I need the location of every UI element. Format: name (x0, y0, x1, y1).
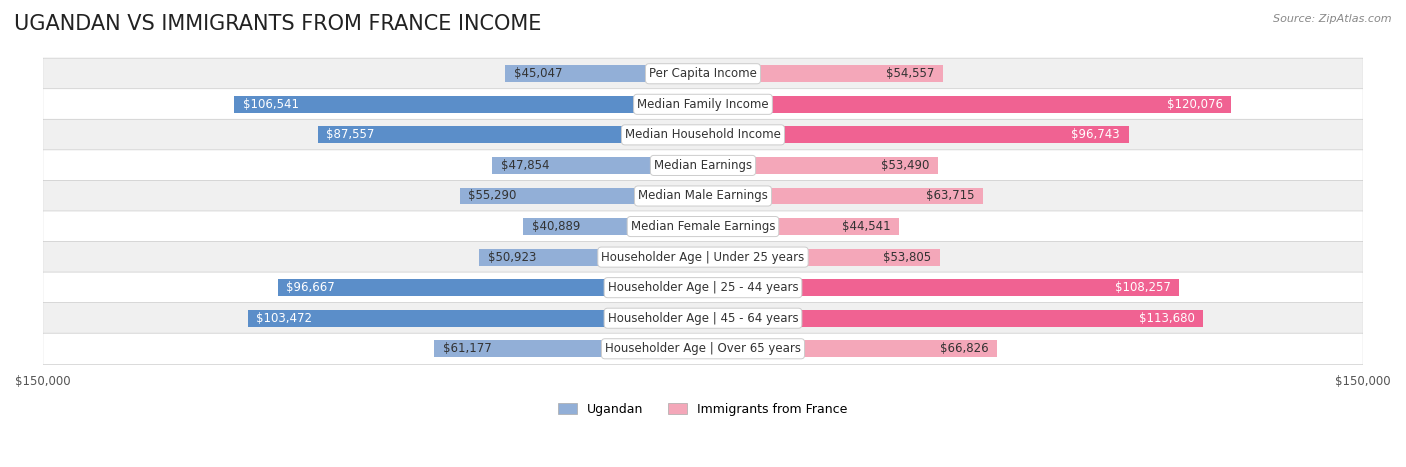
Bar (460, 188, 703, 205)
FancyBboxPatch shape (42, 150, 1364, 181)
FancyBboxPatch shape (42, 272, 1364, 303)
Legend: Ugandan, Immigrants from France: Ugandan, Immigrants from France (554, 398, 852, 421)
Text: $40,889: $40,889 (531, 220, 581, 233)
Bar (703, 279, 1180, 296)
FancyBboxPatch shape (42, 89, 1364, 120)
Bar (233, 96, 703, 113)
Text: UGANDAN VS IMMIGRANTS FROM FRANCE INCOME: UGANDAN VS IMMIGRANTS FROM FRANCE INCOME (14, 14, 541, 34)
Text: $87,557: $87,557 (326, 128, 375, 142)
Bar (703, 127, 1129, 143)
Text: $66,826: $66,826 (939, 342, 988, 355)
Text: $96,667: $96,667 (287, 281, 335, 294)
Text: Householder Age | 25 - 44 years: Householder Age | 25 - 44 years (607, 281, 799, 294)
FancyBboxPatch shape (42, 211, 1364, 242)
Text: Median Family Income: Median Family Income (637, 98, 769, 111)
FancyBboxPatch shape (42, 241, 1364, 273)
Bar (703, 218, 898, 235)
Bar (277, 279, 703, 296)
Text: $55,290: $55,290 (468, 190, 517, 203)
Text: Median Female Earnings: Median Female Earnings (631, 220, 775, 233)
Text: $108,257: $108,257 (1115, 281, 1171, 294)
Text: Median Earnings: Median Earnings (654, 159, 752, 172)
Bar (318, 127, 703, 143)
FancyBboxPatch shape (42, 119, 1364, 150)
Bar (703, 340, 997, 357)
Bar (523, 218, 703, 235)
Bar (703, 65, 943, 82)
Text: $63,715: $63,715 (927, 190, 974, 203)
Bar (703, 188, 983, 205)
Text: $61,177: $61,177 (443, 342, 491, 355)
Text: $113,680: $113,680 (1139, 312, 1195, 325)
Bar (492, 157, 703, 174)
FancyBboxPatch shape (42, 303, 1364, 334)
FancyBboxPatch shape (42, 58, 1364, 89)
Text: $53,490: $53,490 (882, 159, 929, 172)
Text: $47,854: $47,854 (501, 159, 550, 172)
Text: $53,805: $53,805 (883, 251, 931, 263)
Text: $120,076: $120,076 (1167, 98, 1223, 111)
Text: Per Capita Income: Per Capita Income (650, 67, 756, 80)
Bar (703, 310, 1204, 326)
Text: $106,541: $106,541 (243, 98, 299, 111)
Text: Householder Age | Under 25 years: Householder Age | Under 25 years (602, 251, 804, 263)
Bar (479, 249, 703, 266)
Bar (703, 96, 1232, 113)
Text: $103,472: $103,472 (256, 312, 312, 325)
Bar (433, 340, 703, 357)
Text: Median Male Earnings: Median Male Earnings (638, 190, 768, 203)
Text: $54,557: $54,557 (886, 67, 935, 80)
Bar (703, 157, 938, 174)
Text: $44,541: $44,541 (842, 220, 890, 233)
Text: Householder Age | 45 - 64 years: Householder Age | 45 - 64 years (607, 312, 799, 325)
FancyBboxPatch shape (42, 333, 1364, 364)
Text: $45,047: $45,047 (513, 67, 562, 80)
Text: $50,923: $50,923 (488, 251, 536, 263)
Text: Householder Age | Over 65 years: Householder Age | Over 65 years (605, 342, 801, 355)
Bar (247, 310, 703, 326)
FancyBboxPatch shape (42, 180, 1364, 212)
Text: Source: ZipAtlas.com: Source: ZipAtlas.com (1274, 14, 1392, 24)
Bar (703, 249, 939, 266)
Bar (505, 65, 703, 82)
Text: Median Household Income: Median Household Income (626, 128, 780, 142)
Text: $96,743: $96,743 (1071, 128, 1121, 142)
